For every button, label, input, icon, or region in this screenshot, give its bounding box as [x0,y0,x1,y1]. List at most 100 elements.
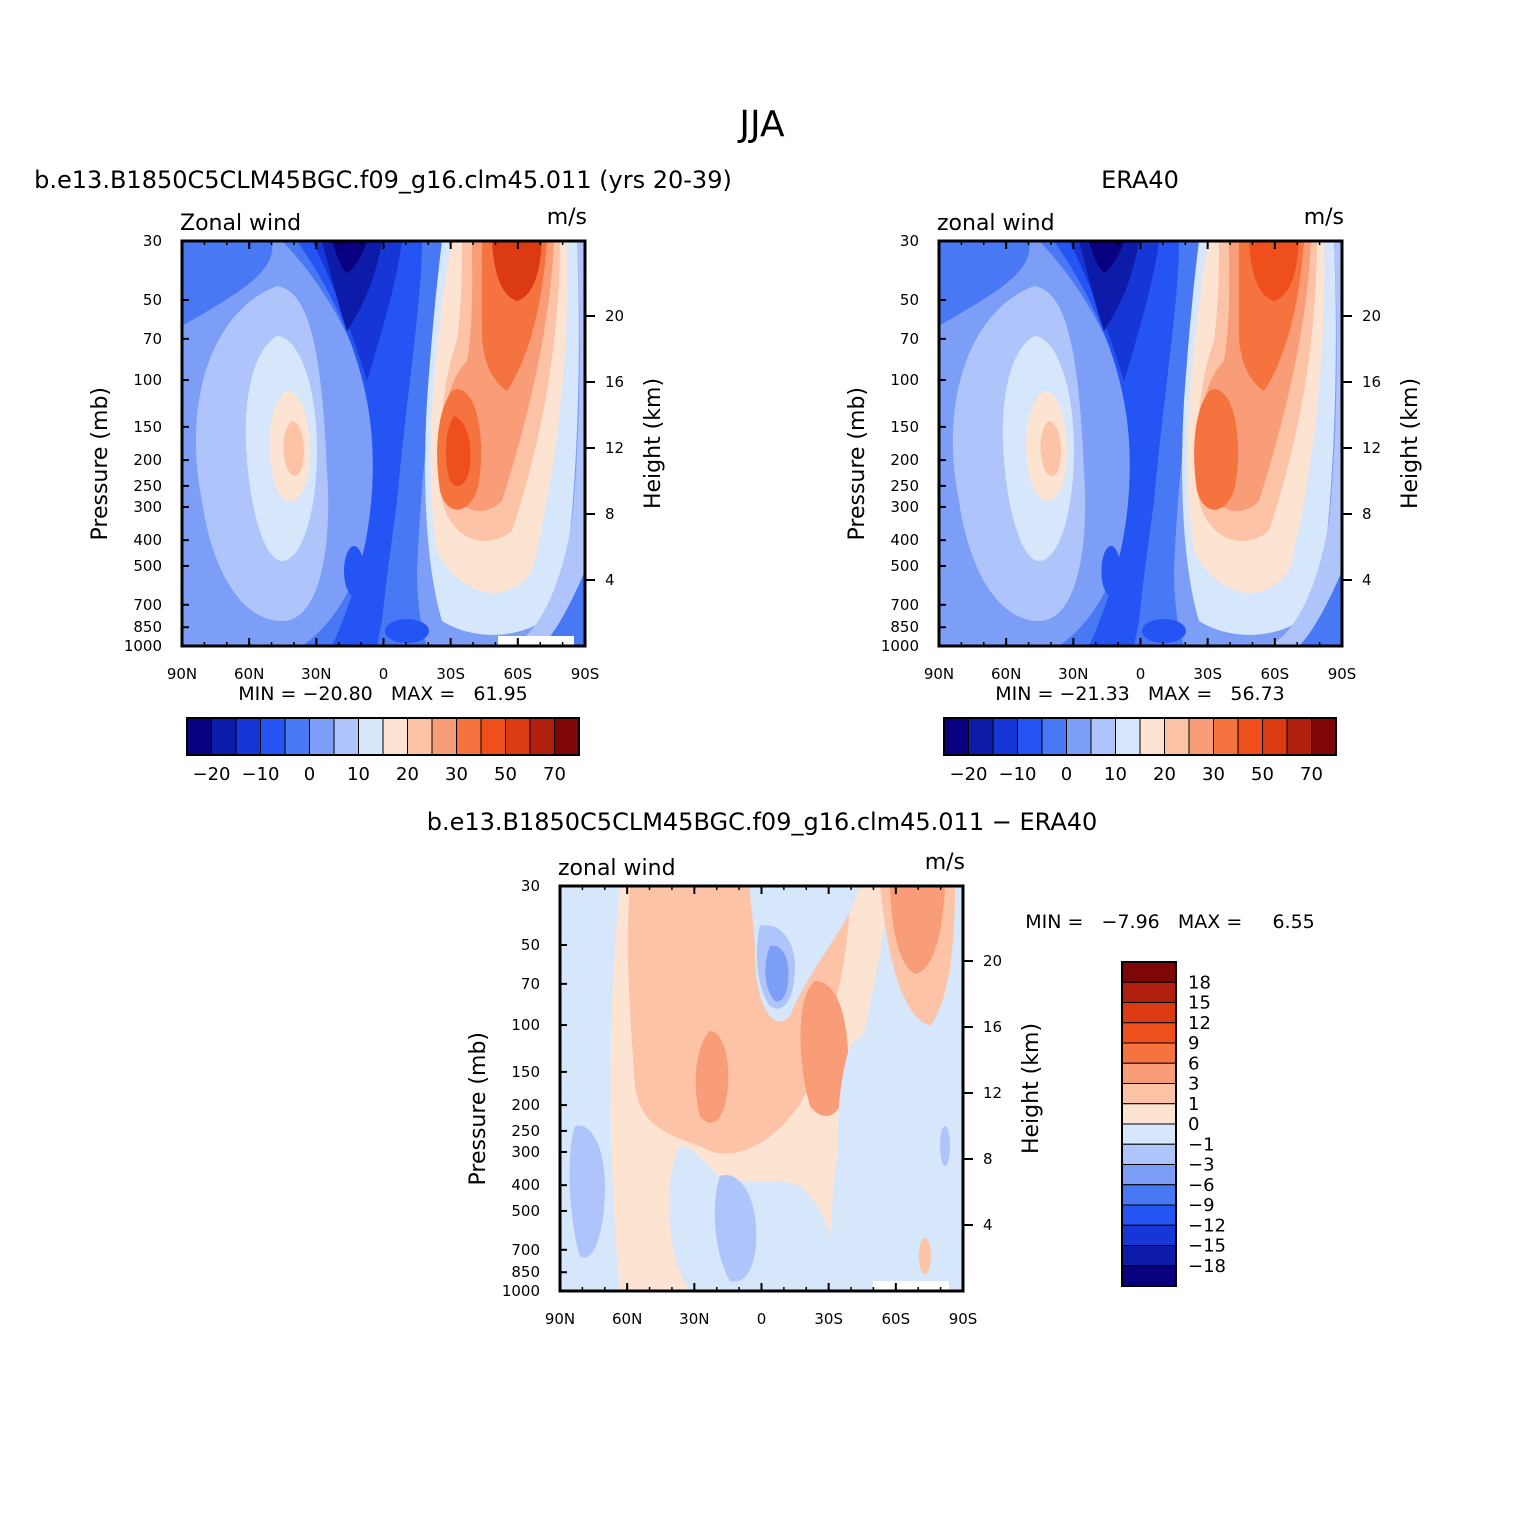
model-axes: 90N 60N 30N 0 30S 60S 90S 30 50 70 100 150 200 250 300… [88,232,666,683]
model-colorbar-cell [235,717,261,756]
diff-contour-fill [560,886,963,1291]
obs-contour-fill [939,241,1342,646]
obs-h-tick-label: 8 [1362,505,1372,523]
model-surface-blob-2 [385,619,429,643]
diff-cool-nh-surface [569,1125,605,1258]
model-x-tick-label: 60N [234,665,264,683]
model-p-tick-label: 250 [133,477,162,495]
obs-p-tick-label: 300 [890,498,919,516]
obs-nh-polar-band [939,241,1030,326]
diff-colorbar-cell [1121,1002,1177,1024]
model-colorbar-cell [431,717,457,756]
model-contour-fill [182,241,585,646]
obs-colorbar: −20 −10 0 10 20 30 50 70 [943,717,1337,785]
model-p-tick-label: 850 [133,618,162,636]
model-colorbar-label: −20 [193,764,231,785]
diff-colorbar-cell [1121,981,1177,1003]
model-units: m/s [547,205,587,230]
model-sh-subtrop-core [445,416,471,486]
obs-colorbar-cell [1237,717,1263,756]
model-ylabel-right: Height (km) [641,378,666,509]
diff-panel-title: b.e13.B1850C5CLM45BGC.f09_g16.clm45.011 … [427,808,1098,836]
diff-colorbar-cell [1121,1123,1177,1145]
obs-surface-blob [1101,546,1121,596]
model-p-tick-label: 400 [133,531,162,549]
diff-p-tick-label: 150 [511,1063,540,1081]
diff-x-tick-label: 0 [757,1310,767,1328]
obs-colorbar-cell [1139,717,1165,756]
model-colorbar-label: 30 [445,764,468,785]
obs-p-tick-label: 100 [890,371,919,389]
diff-x-tick-label: 60S [882,1310,911,1328]
model-panel-title: b.e13.B1850C5CLM45BGC.f09_g16.clm45.011 … [34,166,732,194]
diff-p-tick-label: 400 [511,1176,540,1194]
diff-p-tick-label: 700 [511,1241,540,1259]
diff-left-label: zonal wind [558,856,676,881]
diff-colorbar-label: 0 [1188,1114,1199,1135]
model-p-tick-label: 1000 [124,637,162,655]
diff-x-tick-label: 90S [949,1310,978,1328]
diff-missing-data [873,1281,949,1291]
obs-colorbar-frame [943,717,1337,756]
model-easterly-min [332,241,367,273]
diff-colorbar-cell [1121,1224,1177,1246]
diff-p-tick-label: 30 [521,877,540,895]
diff-h-tick-label: 4 [983,1216,993,1234]
obs-colorbar-label: 30 [1202,764,1225,785]
diff-colorbar-cell [1121,1022,1177,1044]
diff-colorbar-label: −9 [1188,1195,1215,1216]
diff-x-tick-label: 60N [612,1310,642,1328]
diff-ylabel-right: Height (km) [1019,1023,1044,1154]
obs-colorbar-cell [1041,717,1067,756]
obs-surface-blob-2 [1142,619,1186,643]
obs-colorbar-cell [968,717,994,756]
obs-p-tick-label: 70 [900,330,919,348]
obs-ylabel-right: Height (km) [1398,378,1423,509]
model-colorbar-cell [186,717,212,756]
diff-colorbar-cell [1121,1083,1177,1105]
diff-h-tick-label: 8 [983,1150,993,1168]
obs-colorbar-cell [1066,717,1092,756]
obs-colorbar-label: 50 [1251,764,1274,785]
diff-colorbar-label: 18 [1188,972,1211,993]
obs-h-tick-label: 16 [1362,373,1381,391]
diff-colorbar-cell [1121,1042,1177,1064]
diff-surface-warm [919,1238,931,1274]
diff-cool-antarctic [939,986,963,1291]
obs-p-tick-label: 400 [890,531,919,549]
obs-p-tick-label: 250 [890,477,919,495]
model-h-tick-label: 4 [605,571,615,589]
obs-colorbar-label: −20 [950,764,988,785]
model-colorbar-cell [309,717,335,756]
model-p-tick-label: 100 [133,371,162,389]
diff-warm-sh-core [800,981,849,1116]
model-h-tick-label: 20 [605,307,624,325]
model-colorbar-cell [505,717,531,756]
obs-colorbar-cell [943,717,969,756]
model-colorbar-cell [407,717,433,756]
model-x-tick-label: 0 [379,665,389,683]
obs-units: m/s [1304,205,1344,230]
diff-colorbar-cell [1121,1204,1177,1226]
model-stats: MIN = −20.80 MAX = 61.95 [238,683,528,705]
obs-p-tick-label: 150 [890,418,919,436]
obs-colorbar-label: 70 [1300,764,1323,785]
obs-colorbar-cell [992,717,1018,756]
model-p-tick-label: 150 [133,418,162,436]
diff-cool-sh-lower [837,1031,920,1291]
diff-colorbar-frame [1121,961,1177,1287]
diff-warm-nh-core [695,1031,729,1123]
diff-colorbar-label: 9 [1188,1033,1199,1054]
model-colorbar-label: 10 [347,764,370,785]
obs-stats: MIN = −21.33 MAX = 56.73 [995,683,1285,705]
diff-panel: 90N 60N 30N 0 30S 60S 90S305070100150200250300… [466,850,1315,1328]
model-easterly-core [297,241,422,646]
model-h-tick-label: 16 [605,373,624,391]
model-colorbar-label: 50 [494,764,517,785]
diff-p-tick-label: 50 [521,936,540,954]
diff-p-tick-label: 100 [511,1016,540,1034]
model-colorbar-cell [529,717,555,756]
obs-h-tick-label: 12 [1362,439,1381,457]
diff-h-tick-label: 12 [983,1084,1002,1102]
